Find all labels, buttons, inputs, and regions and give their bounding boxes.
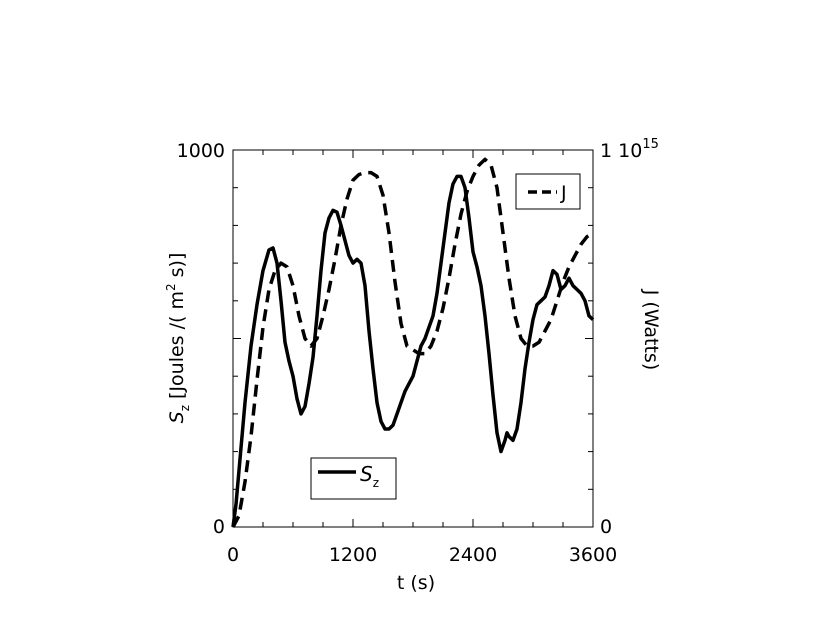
left-tick-label-bottom: 0 bbox=[213, 516, 225, 538]
left-axis-title-sup: 2 bbox=[164, 283, 178, 291]
legend-sz: Sz bbox=[310, 457, 397, 500]
left-axis-title-text: [Joules /( m bbox=[166, 291, 188, 399]
right-axis-title: J (Watts) bbox=[640, 289, 662, 370]
right-tick-label-bottom: 0 bbox=[600, 516, 612, 538]
legend-sz-label: Sz bbox=[360, 462, 379, 490]
legend-j: J bbox=[515, 173, 581, 210]
right-tick-top-exponent: 15 bbox=[642, 137, 659, 152]
x-tick-label-0: 0 bbox=[227, 544, 239, 566]
svg-text:Sz[Joules /( m2 s)]: Sz [Joules /( m2 s)] bbox=[164, 253, 192, 424]
legend-j-label: J bbox=[560, 182, 567, 204]
x-tick-label-1200: 1200 bbox=[329, 544, 377, 566]
left-axis-title-symbol: S bbox=[166, 411, 188, 423]
left-axis-title-sub: z bbox=[178, 405, 192, 411]
right-tick-top-mantissa: 1 10 bbox=[600, 140, 642, 162]
axis-ticks bbox=[232, 149, 594, 528]
legend-sz-sub: z bbox=[373, 476, 379, 490]
left-tick-label-top: 1000 bbox=[177, 140, 225, 162]
right-tick-label-top: 1 1015 bbox=[600, 137, 659, 162]
legend-sz-symbol: S bbox=[360, 462, 373, 486]
x-tick-label-2400: 2400 bbox=[449, 544, 497, 566]
x-axis-title: t (s) bbox=[397, 572, 435, 594]
x-tick-label-3600: 3600 bbox=[569, 544, 617, 566]
legend-sz-box bbox=[310, 457, 397, 500]
series-line-j bbox=[231, 157, 594, 528]
svg-text:J (Watts): J (Watts) bbox=[640, 289, 662, 370]
left-axis-title: Sz [Joules /( m2 s)] bbox=[164, 253, 192, 424]
left-axis-title-tail: s)] bbox=[166, 253, 188, 284]
